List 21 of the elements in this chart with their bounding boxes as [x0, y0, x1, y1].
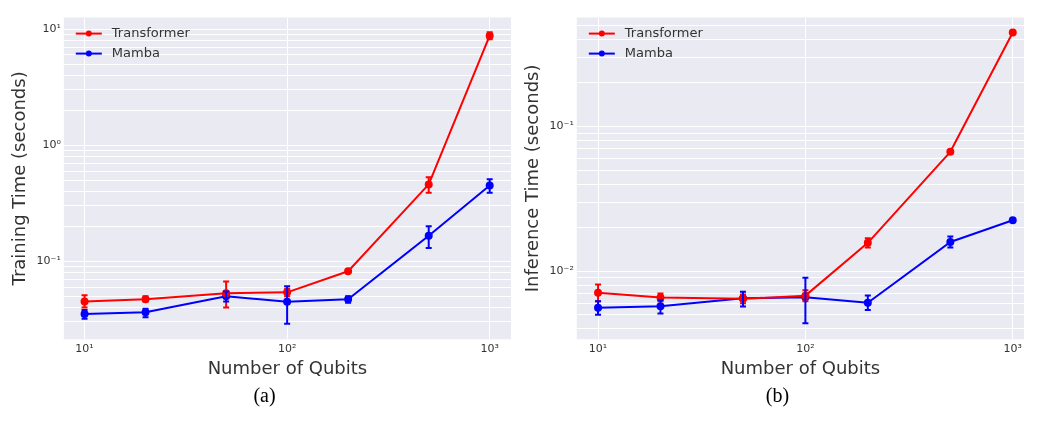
x-tick-label: 10¹ [75, 341, 94, 355]
x-tick-label: 10² [277, 341, 297, 355]
x-axis-title: Number of Qubits [720, 356, 881, 378]
y-tick-label: 10¹ [42, 22, 61, 36]
x-axis-title: Number of Qubits [207, 356, 368, 378]
x-tick-label: 10¹ [588, 341, 608, 355]
legend-label: Transformer [110, 24, 191, 40]
y-tick-label: 10⁻¹ [36, 254, 61, 268]
y-tick-label: 10⁰ [42, 138, 62, 152]
x-tick-label: 10³ [480, 341, 499, 355]
y-tick-label: 10⁻¹ [549, 119, 574, 133]
text: (b) [764, 384, 791, 407]
text: (a) [252, 384, 277, 407]
legend-label: Mamba [111, 44, 160, 60]
y-axis-title: Training Time (seconds) [8, 71, 30, 287]
x-tick-label: 10³ [1003, 341, 1022, 355]
legend-label: Mamba [624, 44, 673, 60]
legend-label: Transformer [623, 24, 704, 40]
y-tick-label: 10⁻² [549, 264, 574, 278]
x-tick-label: 10² [796, 341, 815, 355]
y-axis-title: Inference Time (seconds) [521, 64, 543, 293]
